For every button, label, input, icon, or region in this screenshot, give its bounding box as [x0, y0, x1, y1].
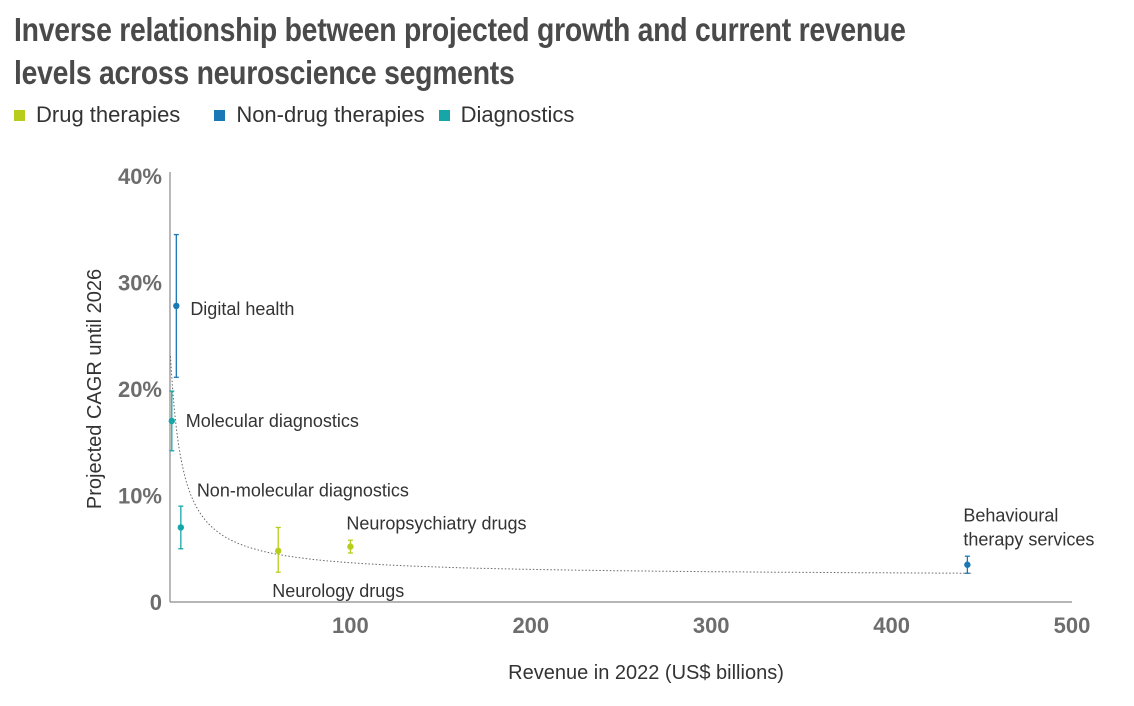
data-point: [177, 524, 185, 531]
point-label: Molecular diagnostics: [186, 411, 359, 431]
data-point: [347, 543, 354, 550]
legend: Drug therapies Non-drug therapies Diagno…: [14, 102, 608, 128]
x-tick-label: 300: [693, 613, 730, 638]
point-label: Digital health: [190, 299, 294, 319]
y-tick-label: 10%: [118, 484, 162, 509]
x-tick-label: 100: [332, 613, 369, 638]
legend-label-non-drug-therapies: Non-drug therapies: [236, 102, 425, 127]
data-point: [275, 547, 282, 555]
y-tick-label: 20%: [118, 377, 162, 402]
y-axis-label: Projected CAGR until 2026: [84, 269, 106, 509]
y-tick-label: 40%: [118, 164, 162, 189]
x-tick-label: 200: [512, 613, 549, 638]
data-point: [964, 561, 971, 568]
legend-swatch-non-drug-therapies: [214, 109, 226, 121]
data-point: [168, 417, 176, 425]
data-point: [173, 302, 180, 310]
x-axis-label: Revenue in 2022 (US$ billions): [508, 662, 784, 684]
legend-item-non-drug-therapies: Non-drug therapies: [214, 102, 425, 128]
legend-swatch-drug-therapies: [14, 109, 25, 121]
legend-swatch-diagnostics: [438, 109, 450, 121]
legend-item-drug-therapies: Drug therapies: [14, 102, 180, 128]
legend-label-diagnostics: Diagnostics: [460, 102, 575, 127]
y-tick-label: 30%: [118, 271, 162, 296]
point-label: Neuropsychiatry drugs: [346, 514, 526, 534]
chart-title: Inverse relationship between projected g…: [14, 11, 906, 91]
y-tick-label: 0: [150, 590, 162, 615]
point-label: Neurology drugs: [272, 581, 404, 601]
point-label: Behavioural therapy services: [963, 506, 1094, 550]
x-tick-label: 500: [1054, 613, 1091, 638]
point-label: Non-molecular diagnostics: [197, 480, 409, 500]
trendline: [170, 356, 972, 574]
legend-label-drug-therapies: Drug therapies: [36, 102, 181, 127]
x-tick-label: 400: [873, 613, 910, 638]
legend-item-diagnostics: Diagnostics: [438, 102, 575, 128]
